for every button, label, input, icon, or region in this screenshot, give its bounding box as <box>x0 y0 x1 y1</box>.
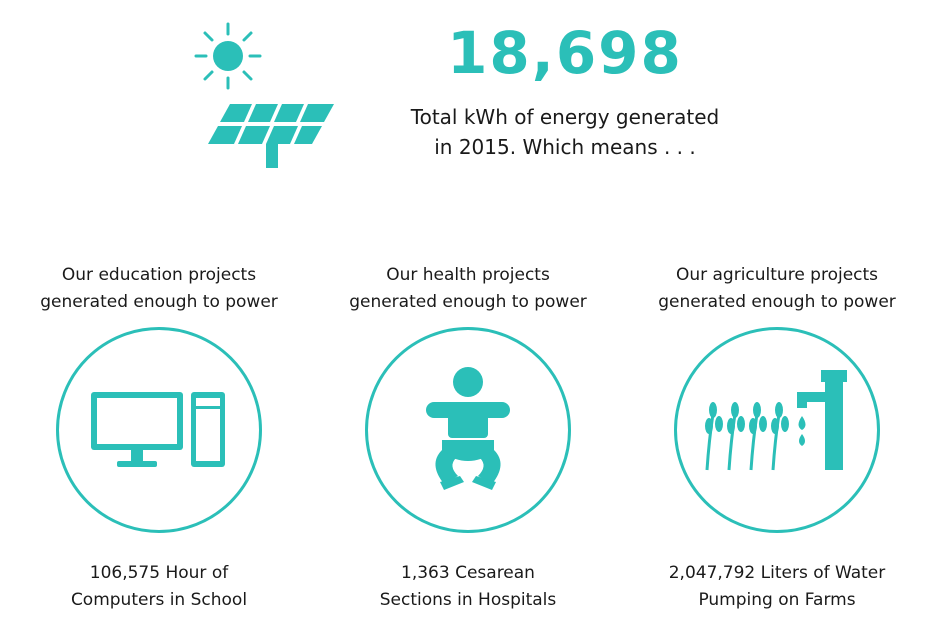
computer-icon <box>91 392 225 467</box>
education-column: Our education projects generated enough … <box>9 262 309 610</box>
agriculture-result: 2,047,792 Liters of Water Pumping on Far… <box>627 560 927 614</box>
health-result-line1: 1,363 Cesarean <box>401 563 535 583</box>
headline: 18,698 Total kWh of energy generated in … <box>380 18 750 162</box>
agriculture-heading-line1: Our agriculture projects <box>675 265 879 285</box>
education-result-line1: 106,575 Hour of <box>89 563 229 583</box>
education-circle <box>56 327 262 533</box>
health-column: Our health projects generated enough to … <box>318 262 618 610</box>
agriculture-result-line1: 2,047,792 Liters of Water <box>668 563 886 583</box>
wheat-water-pump-icon <box>705 370 847 471</box>
headline-caption-line1: Total kWh of energy generated <box>410 105 720 129</box>
education-result-line2: Computers in School <box>70 590 248 610</box>
agriculture-column: Our agriculture projects generated enoug… <box>627 262 927 610</box>
health-result-line2: Sections in Hospitals <box>379 590 557 610</box>
headline-caption-line2: in 2015. Which means . . . <box>434 135 696 159</box>
energy-total: 18,698 <box>447 19 683 87</box>
health-heading-line1: Our health projects <box>386 265 550 285</box>
agriculture-circle <box>674 327 880 533</box>
education-result: 106,575 Hour of Computers in School <box>9 560 309 614</box>
agriculture-heading-line2: generated enough to power <box>658 292 896 312</box>
headline-caption: Total kWh of energy generated in 2015. W… <box>380 102 750 162</box>
health-circle <box>365 327 571 533</box>
education-heading-line1: Our education projects <box>61 265 257 285</box>
agriculture-result-line2: Pumping on Farms <box>698 590 856 610</box>
baby-icon <box>426 367 510 490</box>
education-heading-line2: generated enough to power <box>40 292 278 312</box>
health-heading-line2: generated enough to power <box>349 292 587 312</box>
agriculture-heading: Our agriculture projects generated enoug… <box>627 262 927 316</box>
sun-solar-panel-icon <box>186 18 346 170</box>
health-result: 1,363 Cesarean Sections in Hospitals <box>318 560 618 614</box>
health-heading: Our health projects generated enough to … <box>318 262 618 316</box>
education-heading: Our education projects generated enough … <box>9 262 309 316</box>
